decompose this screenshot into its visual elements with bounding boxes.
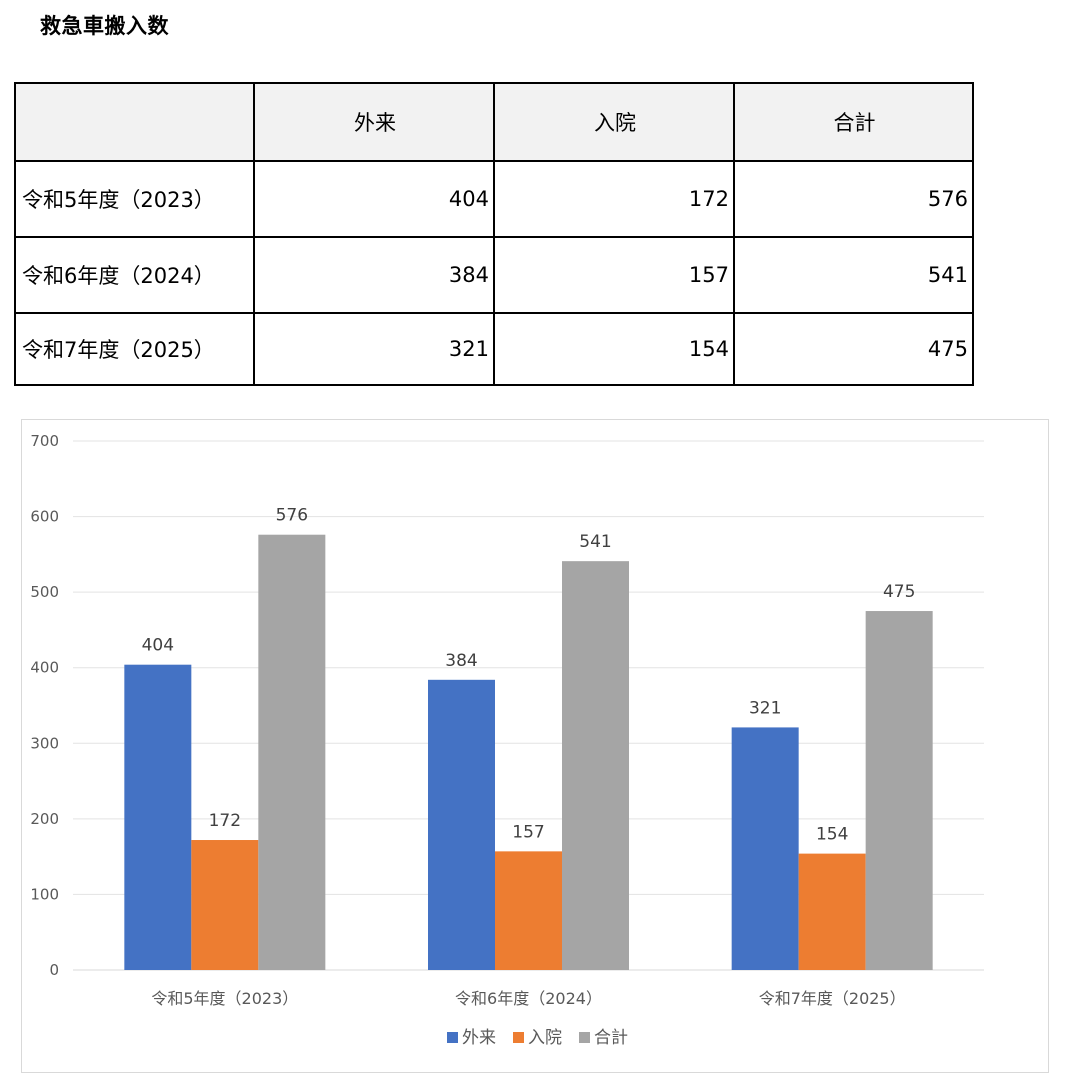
table-cell: 157 — [493, 236, 735, 314]
table-cell: 404 — [253, 160, 495, 238]
legend-swatch — [579, 1032, 590, 1043]
table-cell: 321 — [253, 312, 495, 386]
legend-swatch — [513, 1032, 524, 1043]
bar — [798, 853, 866, 970]
bar — [495, 851, 562, 970]
x-tick-label: 令和6年度（2024） — [455, 989, 602, 1008]
data-label: 541 — [579, 532, 611, 552]
table-cell: 475 — [733, 312, 974, 386]
y-tick-label: 200 — [30, 810, 59, 828]
table-cell: 154 — [493, 312, 735, 386]
data-label: 475 — [883, 582, 915, 602]
bar-chart: 0 100 200 300 400 500 600 700 404 172 576 令和5年度（202… — [30, 432, 984, 1048]
page-title: 救急車搬入数 — [40, 14, 169, 38]
y-tick-label: 500 — [30, 583, 59, 601]
bar — [258, 534, 326, 970]
table-row: 令和5年度（2023） 404 172 576 — [14, 160, 974, 238]
data-label: 321 — [749, 698, 781, 718]
bar — [124, 664, 192, 970]
table-header-cell: 合計 — [733, 82, 974, 162]
row-label: 令和5年度（2023） — [14, 160, 255, 238]
table-header-cell — [14, 82, 255, 162]
table-cell: 576 — [733, 160, 974, 238]
data-label: 154 — [816, 825, 848, 845]
table-header-cell: 外来 — [253, 82, 495, 162]
y-tick-label: 600 — [30, 508, 59, 526]
table-row: 令和7年度（2025） 321 154 475 — [14, 312, 974, 386]
data-label: 576 — [276, 506, 308, 526]
bar — [731, 727, 799, 970]
legend-label: 入院 — [528, 1028, 562, 1048]
table-cell: 541 — [733, 236, 974, 314]
y-tick-label: 100 — [30, 885, 59, 903]
bar — [562, 561, 629, 970]
x-tick-label: 令和7年度（2025） — [759, 989, 906, 1008]
y-tick-label: 700 — [30, 432, 59, 450]
table-row: 令和6年度（2024） 384 157 541 — [14, 236, 974, 314]
y-tick-label: 400 — [30, 659, 59, 677]
data-label: 157 — [512, 822, 544, 842]
table-cell: 172 — [493, 160, 735, 238]
legend-label: 合計 — [594, 1028, 628, 1048]
table-header-cell: 入院 — [493, 82, 735, 162]
legend-label: 外来 — [462, 1028, 496, 1048]
x-tick-label: 令和5年度（2023） — [151, 989, 298, 1008]
legend-swatch — [447, 1032, 458, 1043]
row-label: 令和6年度（2024） — [14, 236, 255, 314]
bar — [428, 679, 495, 970]
y-tick-label: 0 — [49, 961, 59, 979]
table-cell: 384 — [253, 236, 495, 314]
data-label: 172 — [209, 811, 241, 831]
data-label: 384 — [445, 651, 477, 671]
y-tick-label: 300 — [30, 734, 59, 752]
chart-container: 0 100 200 300 400 500 600 700 404 172 576 令和5年度（202… — [21, 419, 1049, 1073]
data-table: 外来 入院 合計 令和5年度（2023） 404 172 576 令和6年度（2… — [14, 82, 974, 386]
bar — [865, 611, 933, 970]
bar — [191, 840, 259, 970]
row-label: 令和7年度（2025） — [14, 312, 255, 386]
table-header-row: 外来 入院 合計 — [14, 82, 974, 162]
data-label: 404 — [142, 636, 174, 656]
